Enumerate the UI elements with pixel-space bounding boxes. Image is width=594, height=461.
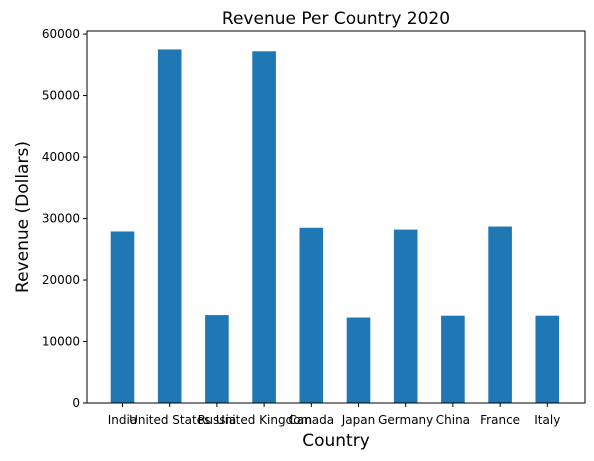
bars-layer bbox=[110, 49, 560, 404]
x-tick-label: China bbox=[436, 413, 470, 427]
bar-japan bbox=[346, 317, 371, 403]
x-tick-label: United Kingdom bbox=[216, 413, 312, 427]
y-tick-label: 10000 bbox=[42, 335, 80, 349]
x-tick-label: India bbox=[108, 413, 137, 427]
x-axis-label: Country bbox=[302, 431, 370, 451]
chart-title: Revenue Per Country 2020 bbox=[222, 9, 450, 29]
x-tick-label: Japan bbox=[341, 413, 375, 427]
y-tick-label: 40000 bbox=[42, 150, 80, 164]
bar-united-kingdom bbox=[252, 51, 276, 404]
plot-frame bbox=[86, 30, 586, 404]
bar-italy bbox=[535, 315, 560, 403]
y-tick-label: 50000 bbox=[42, 89, 80, 103]
bar-india bbox=[110, 231, 135, 403]
y-tick-label: 0 bbox=[72, 396, 80, 410]
bar-united-states bbox=[157, 49, 182, 403]
bar-china bbox=[441, 315, 465, 403]
bar-canada bbox=[299, 227, 324, 403]
y-tick-label: 30000 bbox=[42, 212, 80, 226]
y-tick-label: 60000 bbox=[42, 27, 80, 41]
bar-germany bbox=[393, 229, 418, 403]
x-tick-label: Russia bbox=[198, 413, 237, 427]
x-tick-label: Canada bbox=[288, 413, 334, 427]
x-tick-label: France bbox=[480, 413, 520, 427]
x-tick-label: United States bbox=[129, 413, 210, 427]
bar-france bbox=[488, 226, 512, 403]
y-axis-ticks: 0 10000 20000 30000 40000 50000 60000 bbox=[42, 27, 87, 410]
x-tick-label: Italy bbox=[534, 413, 560, 427]
y-tick-label: 20000 bbox=[42, 273, 80, 287]
y-axis-label: Revenue (Dollars) bbox=[13, 141, 33, 293]
bar-russia bbox=[205, 315, 229, 403]
x-tick-label: Germany bbox=[378, 413, 433, 427]
